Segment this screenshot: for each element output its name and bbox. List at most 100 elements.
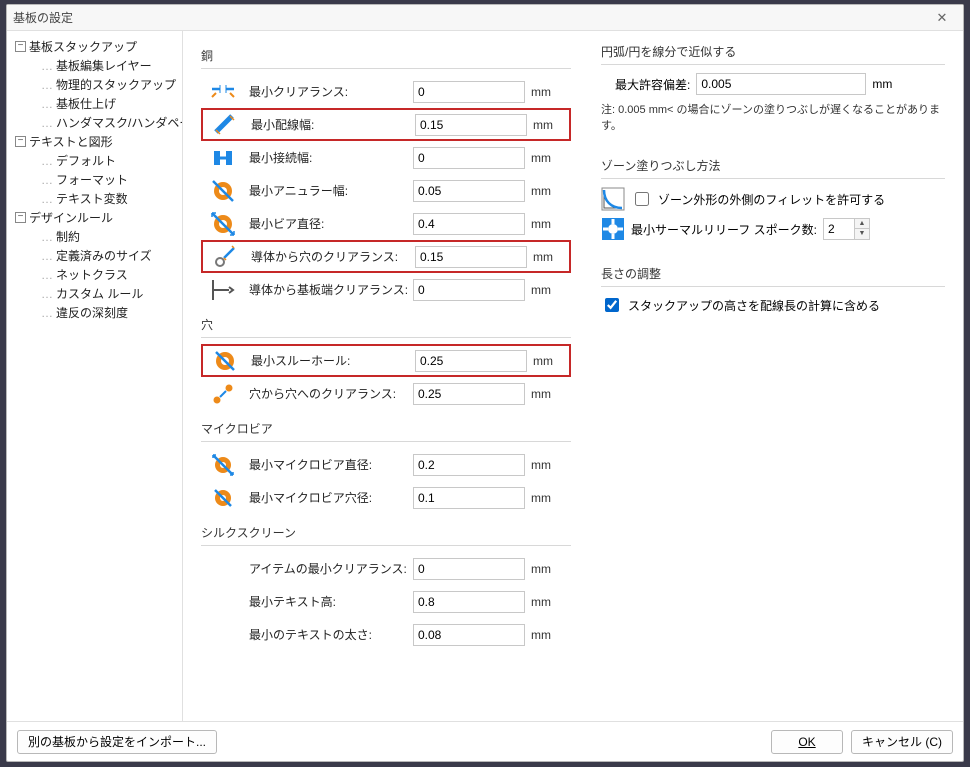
dialog-footer: 別の基板から設定をインポート... OK キャンセル (C) [7,721,963,761]
tree-group-design-rules[interactable]: − デザインルール [9,208,180,227]
tree-item-custom-rules[interactable]: カスタム ルール [9,284,180,303]
row-cu-hole-clearance: 導体から穴のクリアランス: mm [201,240,571,273]
tree-item-layers[interactable]: 基板編集レイヤー [9,56,180,75]
min-annular-input[interactable] [413,180,525,202]
label: 最小接続幅: [249,149,409,166]
unit: mm [531,283,561,297]
min-via-input[interactable] [413,213,525,235]
arc-head: 円弧/円を線分で近似する [601,37,945,65]
window-title: 基板の設定 [13,9,927,26]
tree-item-physical-stackup[interactable]: 物理的スタックアップ [9,75,180,94]
min-track-input[interactable] [415,114,527,136]
zone-head: ゾーン塗りつぶし方法 [601,151,945,179]
row-min-uvia-dia: 最小マイクロビア直径: mm [201,448,571,481]
constraints-column: 銅 最小クリアランス: mm 最小配線幅: mm [201,37,571,715]
clearance-icon [201,79,245,105]
dialog-body: − 基板スタックアップ 基板編集レイヤー 物理的スタックアップ 基板仕上げ ハン… [7,31,963,721]
min-uvia-drill-input[interactable] [413,487,525,509]
connection-width-icon [201,145,245,171]
silk-min-h-input[interactable] [413,591,525,613]
arc-note: 注: 0.005 mm< の場合にゾーンの塗りつぶしが遅くなることがあります。 [601,101,945,133]
section-microvia: マイクロビア [201,410,571,442]
spin-up-icon[interactable]: ▲ [855,219,869,229]
row-silk-item-clr: アイテムの最小クリアランス: mm [201,552,571,585]
spin-down-icon[interactable]: ▼ [855,229,869,239]
copper-hole-clearance-icon [203,244,247,270]
cu-hole-clearance-input[interactable] [415,246,527,268]
tree-group-stackup[interactable]: − 基板スタックアップ [9,37,180,56]
tree-collapse-icon[interactable]: − [15,41,26,52]
unit: mm [531,628,561,642]
thermal-spoke-spinner[interactable]: ▲▼ [823,218,870,240]
arc-max-error-input[interactable] [696,73,866,95]
main-panel: 銅 最小クリアランス: mm 最小配線幅: mm [183,31,963,721]
min-clearance-input[interactable] [413,81,525,103]
label: 最小マイクロビア直径: [249,456,409,473]
label: 最小マイクロビア穴径: [249,489,409,506]
section-silk: シルクスクリーン [201,514,571,546]
tree-item-mask-paste[interactable]: ハンダマスク/ハンダペースト [9,113,180,132]
tree-item-predef-sizes[interactable]: 定義済みのサイズ [9,246,180,265]
annular-width-icon [201,178,245,204]
tree-item-violations[interactable]: 違反の深刻度 [9,303,180,322]
unit: mm [533,250,563,264]
min-through-input[interactable] [415,350,527,372]
tree-collapse-icon[interactable]: − [15,212,26,223]
tree-label: ネットクラス [56,266,128,283]
row-hole-hole-clearance: 穴から穴へのクリアランス: mm [201,377,571,410]
nav-tree: − 基板スタックアップ 基板編集レイヤー 物理的スタックアップ 基板仕上げ ハン… [7,31,183,721]
row-min-uvia-drill: 最小マイクロビア穴径: mm [201,481,571,514]
label: 導体から穴のクリアランス: [251,248,411,265]
row-silk-min-h: 最小テキスト高: mm [201,585,571,618]
tree-item-text-vars[interactable]: テキスト変数 [9,189,180,208]
min-uvia-dia-input[interactable] [413,454,525,476]
hole-hole-clearance-icon [201,381,245,407]
tree-item-constraints[interactable]: 制約 [9,227,180,246]
tree-collapse-icon[interactable]: − [15,136,26,147]
tree-group-text[interactable]: − テキストと図形 [9,132,180,151]
tree-label: 違反の深刻度 [56,304,128,321]
tree-label: カスタム ルール [56,285,143,302]
label: 導体から基板端クリアランス: [249,281,409,298]
row-min-conn: 最小接続幅: mm [201,141,571,174]
arc-unit: mm [872,77,892,91]
unit: mm [533,354,563,368]
thermal-spoke-input[interactable] [823,218,855,240]
tree-item-default[interactable]: デフォルト [9,151,180,170]
titlebar: 基板の設定 ✕ [7,5,963,31]
row-min-through: 最小スルーホール: mm [201,344,571,377]
tree-label: ハンダマスク/ハンダペースト [56,114,183,131]
tree-label: テキストと図形 [29,133,113,150]
ok-button[interactable]: OK [771,730,843,754]
silk-item-clr-input[interactable] [413,558,525,580]
min-conn-input[interactable] [413,147,525,169]
thermal-label: 最小サーマルリリーフ スポーク数: [631,221,817,238]
arc-label: 最大許容偏差: [615,76,690,93]
fillet-label: ゾーン外形の外側のフィレットを許可する [658,191,885,208]
row-min-clearance: 最小クリアランス: mm [201,75,571,108]
allow-fillet-checkbox[interactable] [635,192,649,206]
unit: mm [531,595,561,609]
fillet-curve-icon [601,187,625,211]
tree-item-board-finish[interactable]: 基板仕上げ [9,94,180,113]
import-from-board-button[interactable]: 別の基板から設定をインポート... [17,730,217,754]
unit: mm [531,458,561,472]
arc-approx-block: 円弧/円を線分で近似する 最大許容偏差: mm 注: 0.005 mm< の場合… [601,37,945,133]
tree-label: 制約 [56,228,80,245]
row-silk-min-t: 最小のテキストの太さ: mm [201,618,571,651]
tree-item-format[interactable]: フォーマット [9,170,180,189]
hole-hole-clearance-input[interactable] [413,383,525,405]
label: アイテムの最小クリアランス: [249,560,409,577]
microvia-diameter-icon [201,452,245,478]
cu-edge-clearance-input[interactable] [413,279,525,301]
tree-label: 物理的スタックアップ [56,76,176,93]
tree-label: デザインルール [29,209,113,226]
tree-label: 基板仕上げ [56,95,116,112]
cancel-button[interactable]: キャンセル (C) [851,730,953,754]
include-stackup-checkbox[interactable] [605,298,619,312]
silk-min-t-input[interactable] [413,624,525,646]
close-icon[interactable]: ✕ [927,8,957,28]
label: 最小ビア直径: [249,215,409,232]
tree-item-netclasses[interactable]: ネットクラス [9,265,180,284]
ok-label: OK [798,735,815,749]
